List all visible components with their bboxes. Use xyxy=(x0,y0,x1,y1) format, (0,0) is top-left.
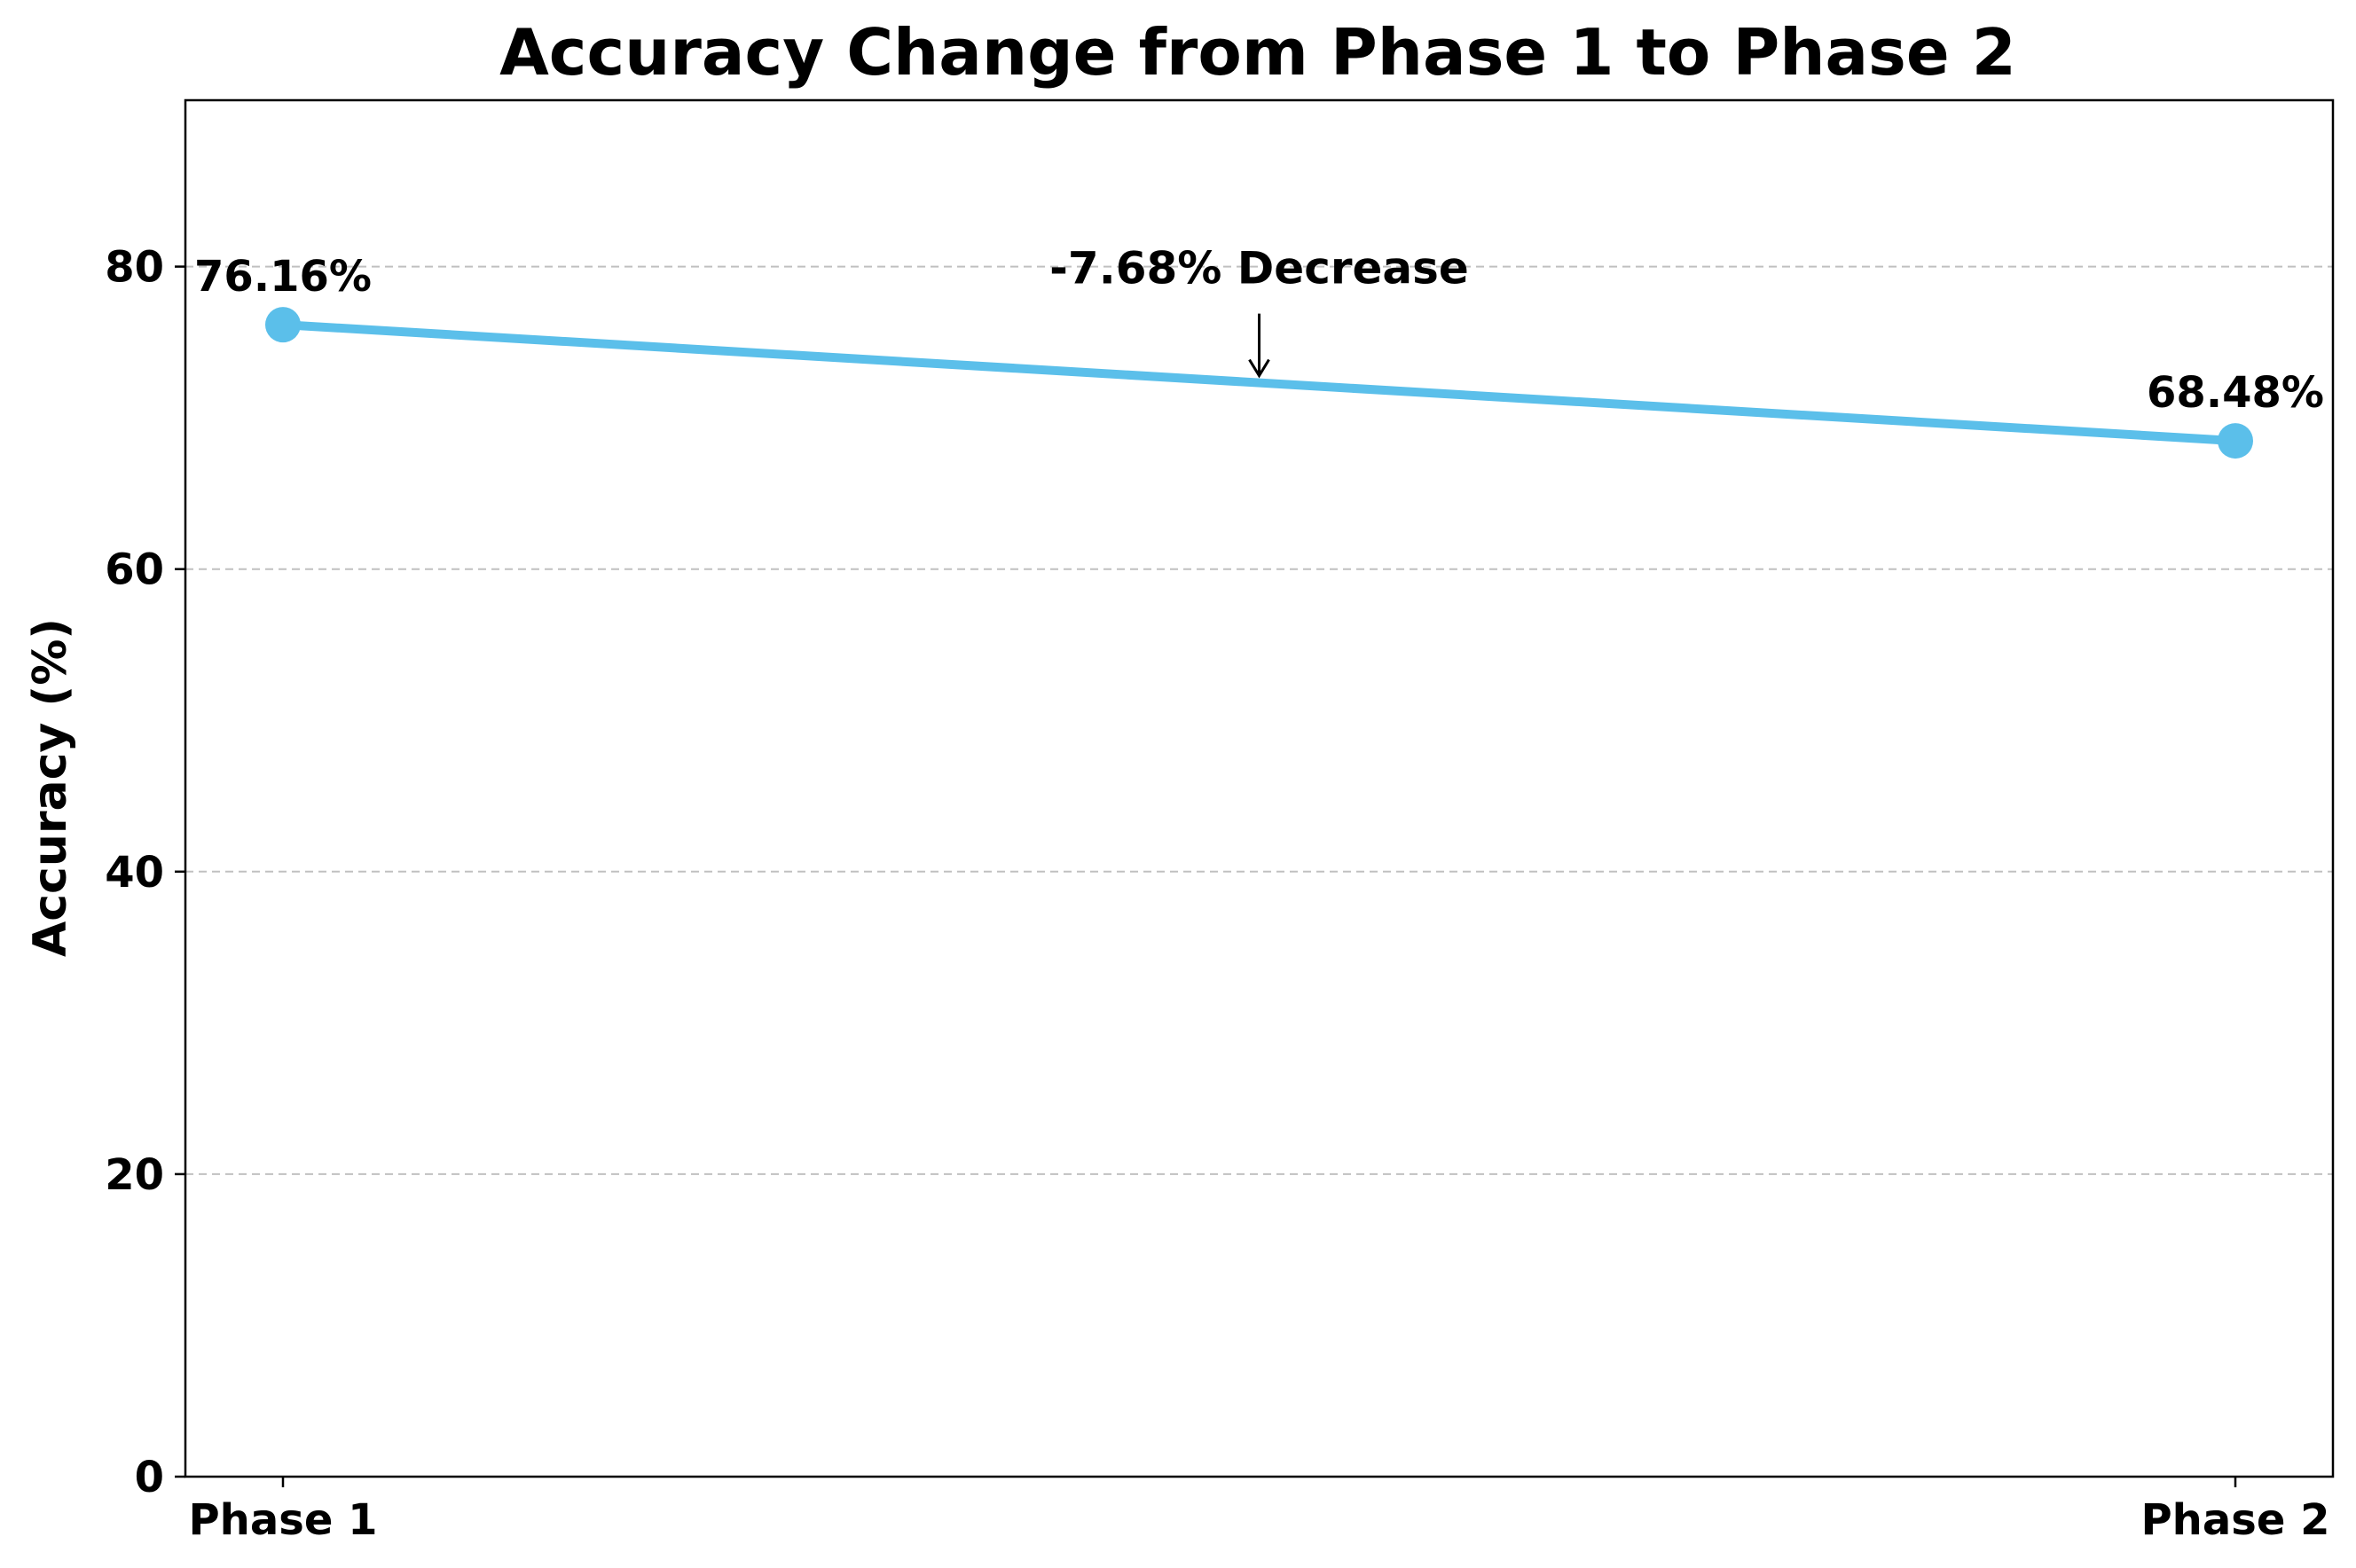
series-line xyxy=(279,320,2240,446)
annotation-text: -7.68% Decrease xyxy=(1049,243,1469,294)
annotation-arrow-head xyxy=(1248,358,1270,379)
data-point xyxy=(2218,423,2253,459)
data-point xyxy=(265,307,301,343)
y-tick-label: 60 xyxy=(105,545,164,595)
grid-lines xyxy=(185,265,2333,1175)
y-tick-label: 0 xyxy=(135,1453,164,1502)
y-tick-label: 20 xyxy=(105,1150,164,1200)
y-tick-label: 80 xyxy=(105,243,164,293)
x-tick-label: Phase 2 xyxy=(2141,1495,2330,1545)
axes xyxy=(184,98,2335,1478)
annotation: -7.68% Decrease xyxy=(1049,243,1469,379)
data-label: 76.16% xyxy=(194,252,372,302)
y-axis-label: Accuracy (%) xyxy=(24,618,77,957)
x-tick-label: Phase 1 xyxy=(189,1495,378,1545)
data-label: 68.48% xyxy=(2147,368,2324,418)
plot-frame xyxy=(184,98,2335,1478)
series-layer: 76.16% 68.48% xyxy=(194,252,2324,459)
chart-title: Accuracy Change from Phase 1 to Phase 2 xyxy=(499,15,2016,90)
tick-labels: 0 20 40 60 80 Phase 1 Phase 2 xyxy=(105,243,2329,1545)
y-tick-label: 40 xyxy=(105,848,164,898)
